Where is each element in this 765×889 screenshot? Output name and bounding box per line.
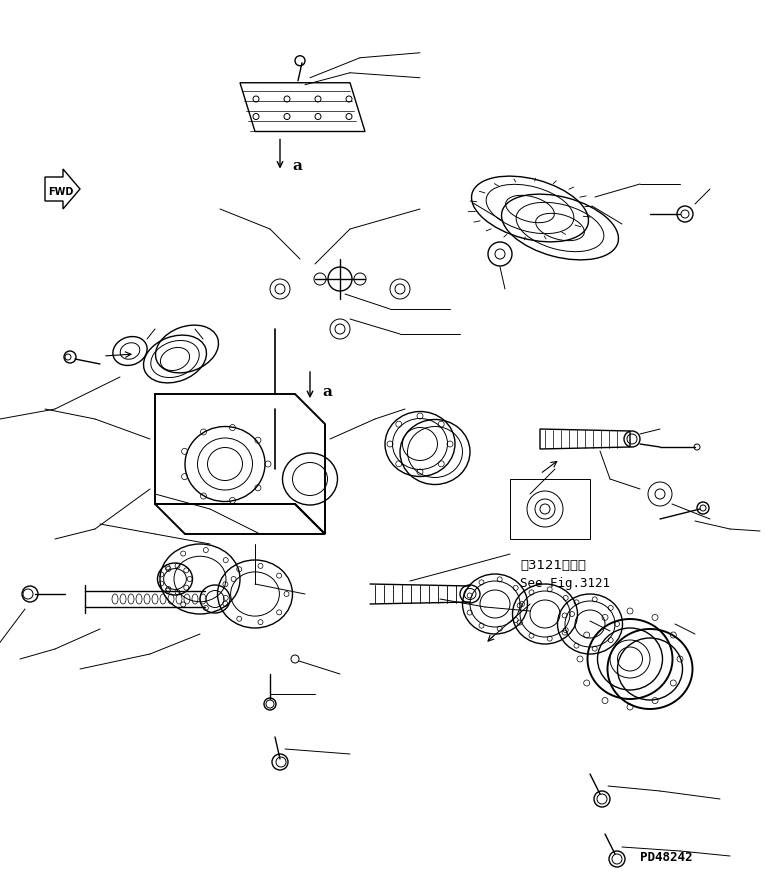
Text: a: a: [322, 385, 332, 399]
Text: PD48242: PD48242: [640, 851, 692, 864]
Text: See Fig.3121: See Fig.3121: [520, 577, 610, 590]
Text: a: a: [292, 158, 302, 172]
Text: FWD: FWD: [48, 187, 73, 197]
Text: 第3121図参照: 第3121図参照: [520, 559, 586, 572]
